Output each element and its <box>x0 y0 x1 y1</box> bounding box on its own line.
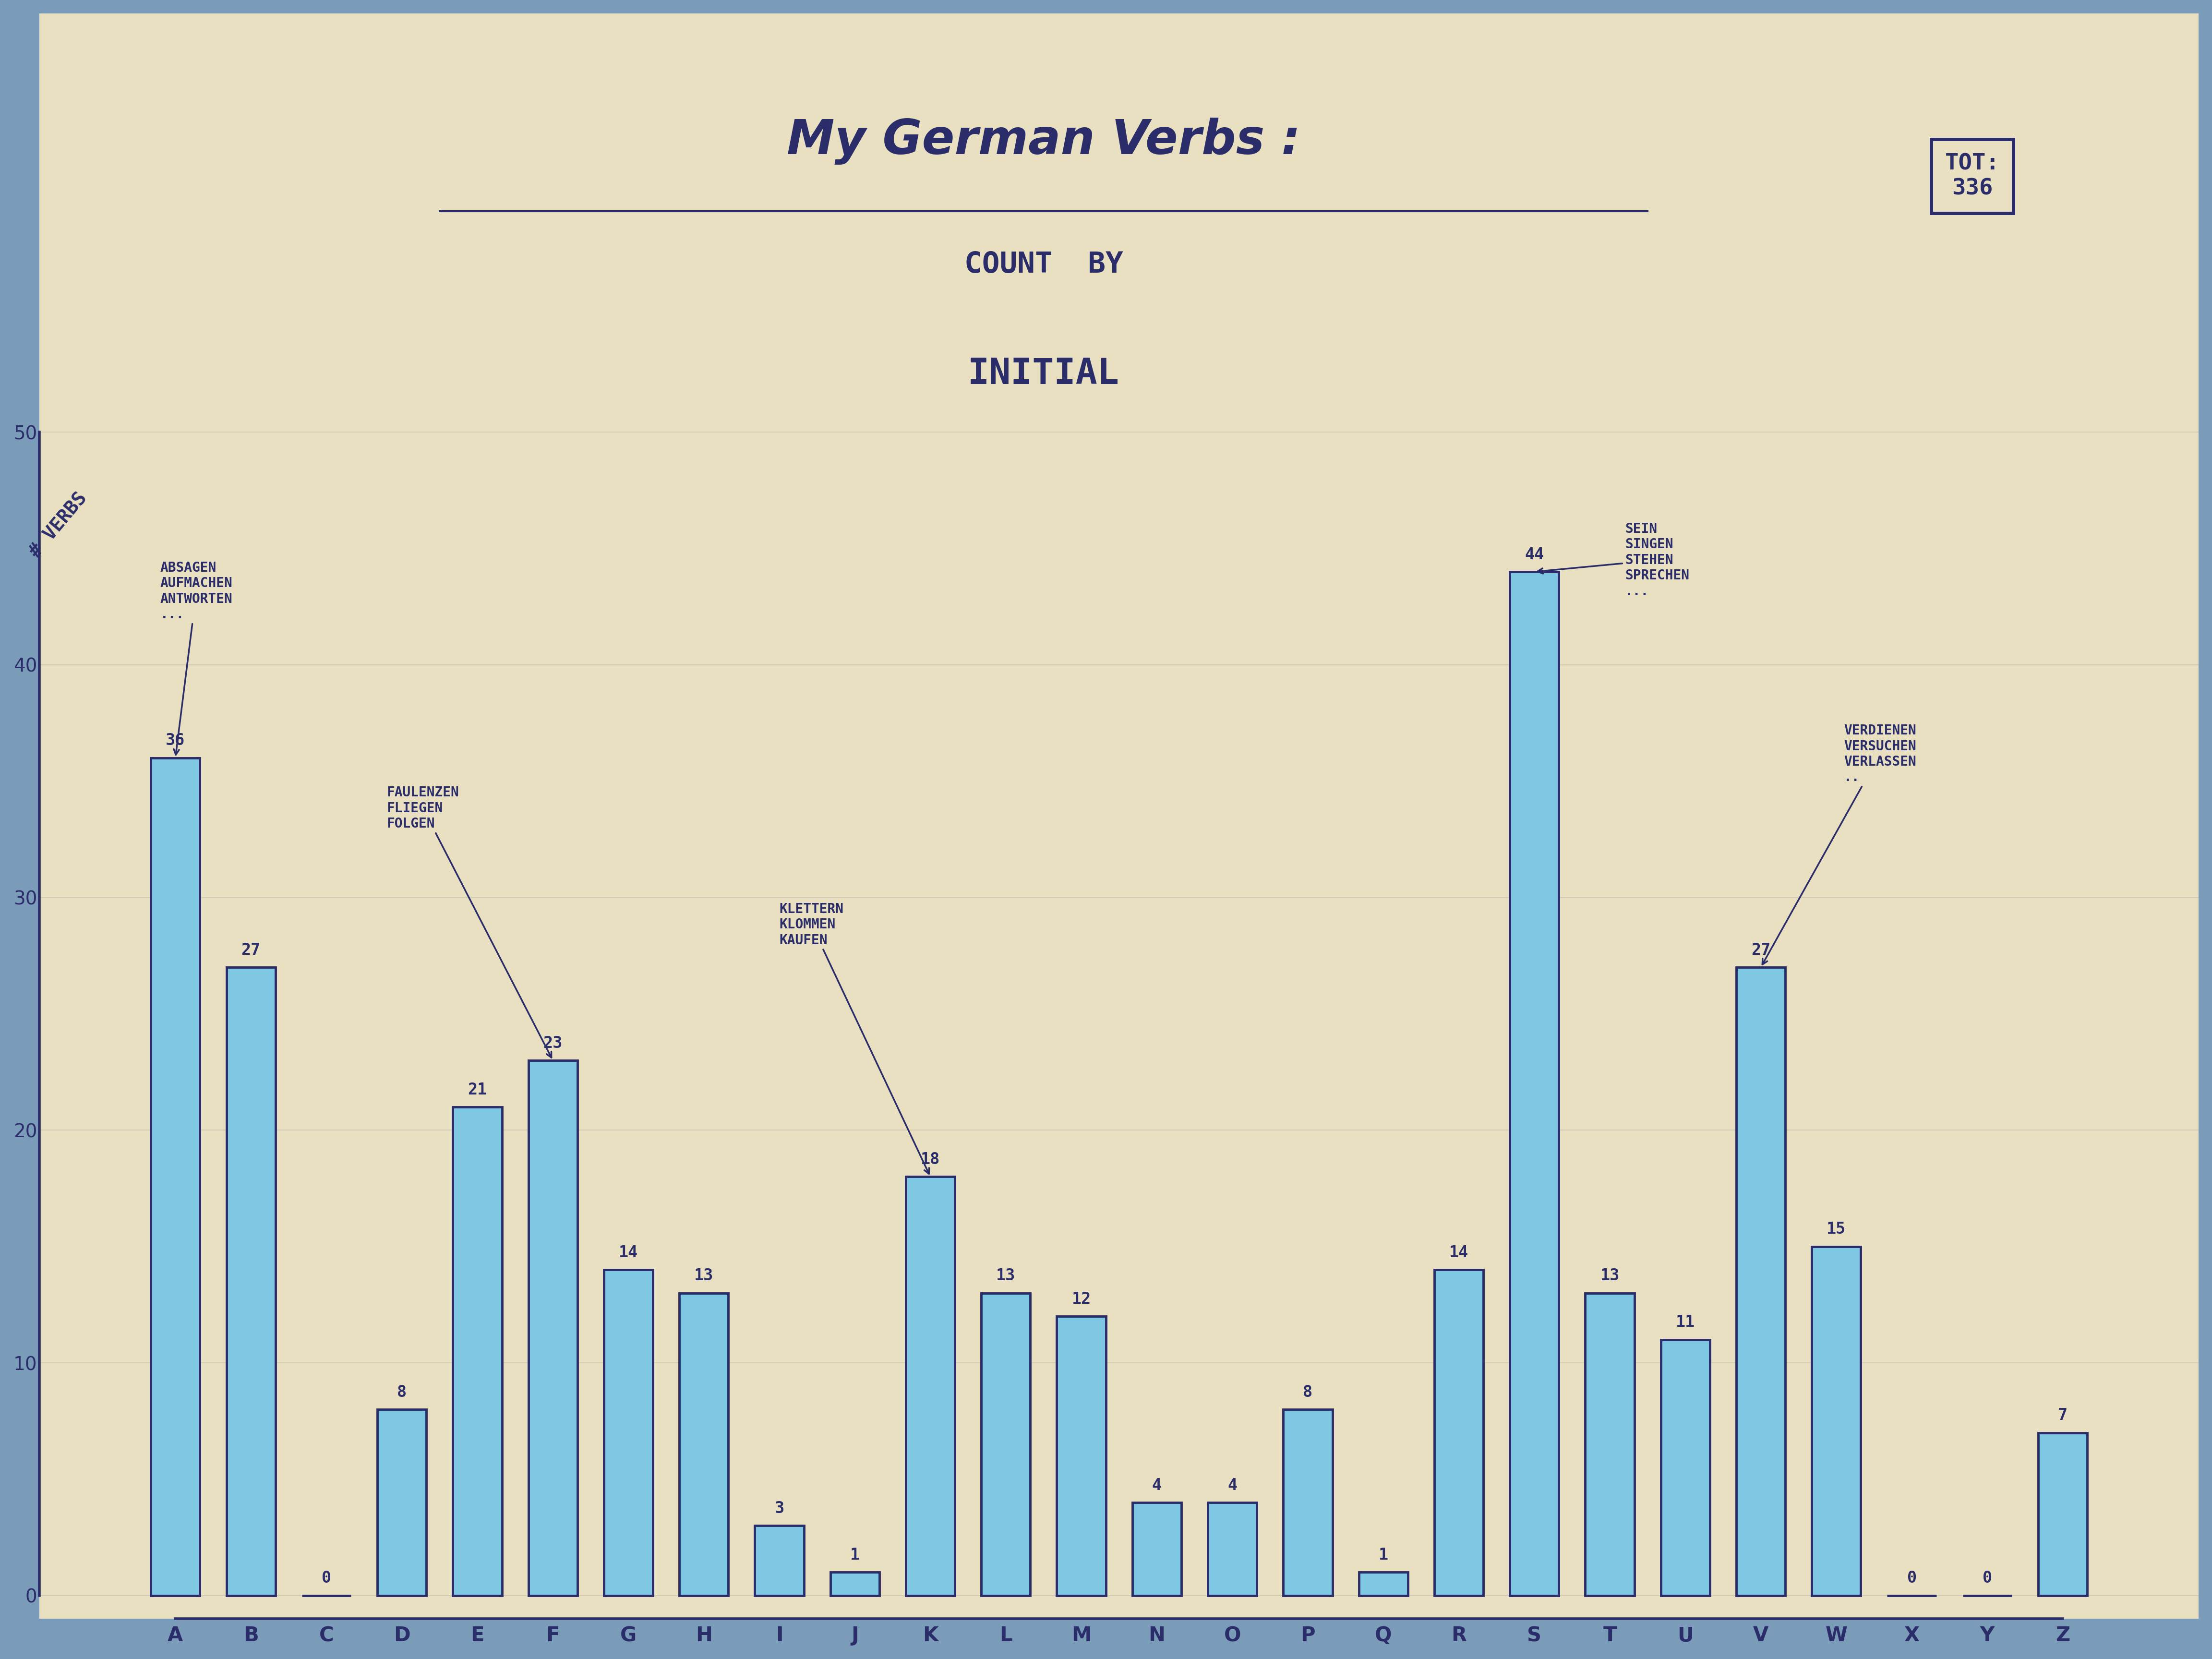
Text: COUNT  BY: COUNT BY <box>964 251 1124 279</box>
Text: FAULENZEN
FLIEGEN
FOLGEN: FAULENZEN FLIEGEN FOLGEN <box>387 786 551 1057</box>
Bar <box>982 1292 1031 1596</box>
Text: 44: 44 <box>1524 546 1544 562</box>
Text: TOT:
336: TOT: 336 <box>1944 153 2000 199</box>
Text: VERDIENEN
VERSUCHEN
VERLASSEN
..: VERDIENEN VERSUCHEN VERLASSEN .. <box>1763 723 1916 964</box>
Bar <box>1812 1246 1860 1596</box>
Text: KLETTERN
KLOMMEN
KAUFEN: KLETTERN KLOMMEN KAUFEN <box>779 902 929 1175</box>
Bar <box>1208 1503 1256 1596</box>
Bar <box>529 1060 577 1596</box>
Text: 15: 15 <box>1827 1221 1847 1238</box>
Bar <box>1511 572 1559 1596</box>
Text: My German Verbs :: My German Verbs : <box>787 118 1301 164</box>
Bar <box>453 1107 502 1596</box>
Bar <box>1283 1410 1332 1596</box>
Text: 13: 13 <box>695 1267 714 1284</box>
Text: SEIN
SINGEN
STEHEN
SPRECHEN
...: SEIN SINGEN STEHEN SPRECHEN ... <box>1537 523 1690 597</box>
Text: 4: 4 <box>1228 1478 1237 1493</box>
Bar <box>1736 967 1785 1596</box>
Bar <box>1661 1339 1710 1596</box>
Bar <box>1433 1269 1484 1596</box>
Text: 36: 36 <box>166 733 186 748</box>
Bar <box>150 758 199 1596</box>
Text: 13: 13 <box>995 1267 1015 1284</box>
Bar <box>679 1292 728 1596</box>
Text: 3: 3 <box>774 1501 785 1516</box>
Text: 0: 0 <box>321 1571 332 1586</box>
Bar <box>1133 1503 1181 1596</box>
Bar <box>2037 1433 2088 1596</box>
Bar <box>754 1526 803 1596</box>
Bar <box>1057 1316 1106 1596</box>
Bar <box>604 1269 653 1596</box>
Text: 13: 13 <box>1599 1267 1619 1284</box>
Text: INITIAL: INITIAL <box>969 357 1119 392</box>
Text: 18: 18 <box>920 1151 940 1168</box>
Text: 1: 1 <box>849 1548 860 1563</box>
Text: 14: 14 <box>619 1244 637 1261</box>
Bar <box>1586 1292 1635 1596</box>
Text: ABSAGEN
AUFMACHEN
ANTWORTEN
...: ABSAGEN AUFMACHEN ANTWORTEN ... <box>159 561 232 755</box>
Text: 7: 7 <box>2057 1407 2068 1423</box>
Text: 11: 11 <box>1677 1314 1694 1331</box>
Text: 1: 1 <box>1378 1548 1389 1563</box>
Text: 14: 14 <box>1449 1244 1469 1261</box>
Text: 8: 8 <box>1303 1384 1312 1400</box>
Text: 21: 21 <box>467 1082 487 1098</box>
Bar <box>905 1176 956 1596</box>
Text: 27: 27 <box>1752 942 1770 957</box>
Bar <box>830 1573 880 1596</box>
Bar <box>1358 1573 1407 1596</box>
Text: 8: 8 <box>396 1384 407 1400</box>
Text: 0: 0 <box>1907 1571 1916 1586</box>
Text: 0: 0 <box>1982 1571 1993 1586</box>
Bar <box>378 1410 427 1596</box>
Text: 4: 4 <box>1152 1478 1161 1493</box>
Text: 23: 23 <box>544 1035 562 1052</box>
Text: 27: 27 <box>241 942 261 957</box>
Bar <box>226 967 276 1596</box>
Text: 12: 12 <box>1071 1291 1091 1307</box>
Text: # VERBS: # VERBS <box>27 489 91 561</box>
